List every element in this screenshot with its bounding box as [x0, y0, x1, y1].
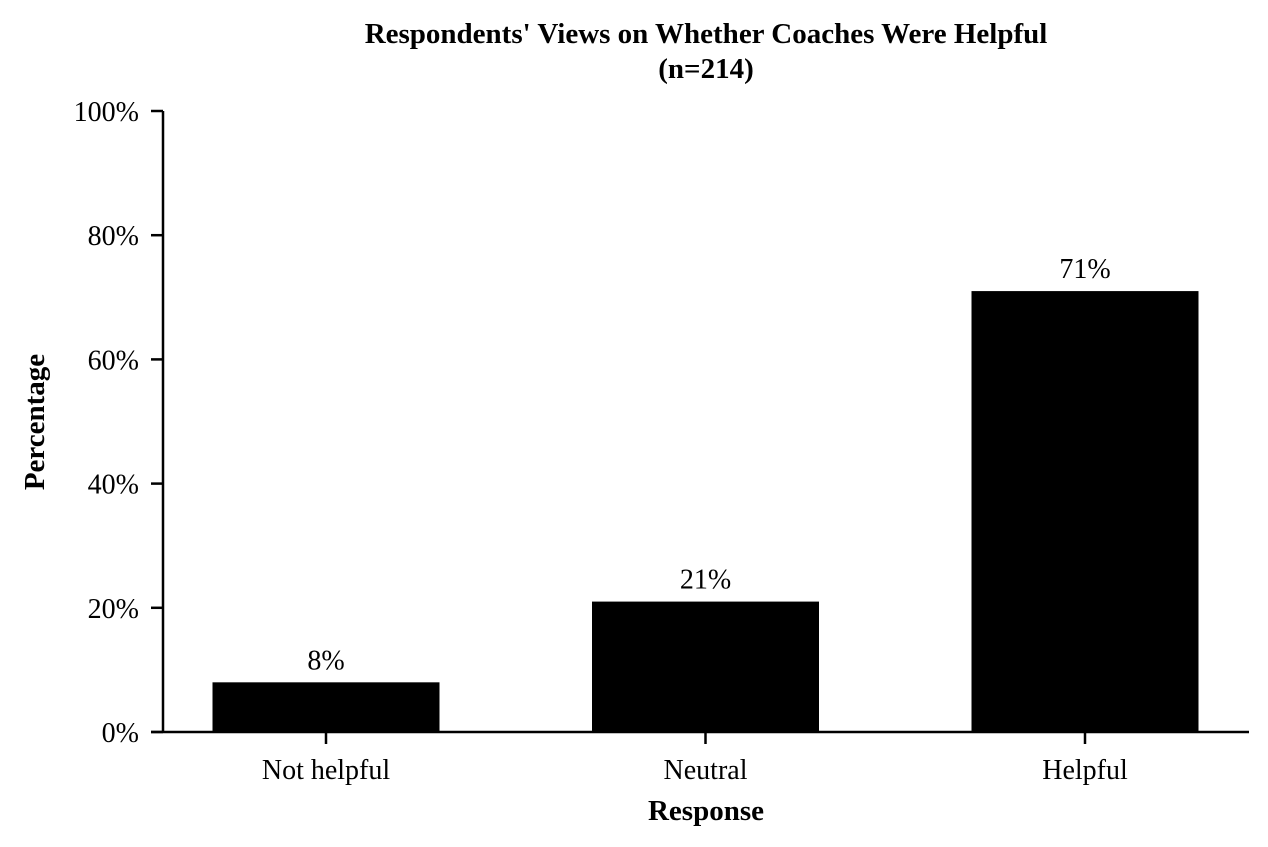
plot-area: 0% 20% 40% 60% 80% 100% 8% Not helpful 21% Neutra… — [74, 97, 1199, 786]
bar — [971, 291, 1199, 732]
x-axis-label: Response — [648, 795, 764, 827]
chart-subtitle: (n=214) — [658, 53, 753, 85]
y-tick-label: 40% — [88, 470, 139, 501]
bar — [592, 601, 819, 732]
y-tick-label: 60% — [88, 345, 139, 376]
x-tick-label: Neutral — [664, 755, 748, 786]
x-tick-label: Not helpful — [262, 755, 391, 786]
y-tick-label: 20% — [88, 594, 139, 625]
y-tick-label: 80% — [88, 221, 139, 252]
chart-title: Respondents' Views on Whether Coaches We… — [365, 18, 1048, 50]
bar-data-label: 71% — [1059, 254, 1110, 285]
bar-data-label: 21% — [680, 565, 731, 596]
bar-data-label: 8% — [307, 645, 344, 676]
x-tick-label: Helpful — [1042, 755, 1128, 786]
y-axis-label: Percentage — [19, 354, 51, 490]
bar — [212, 682, 440, 732]
y-tick-label: 0% — [102, 718, 139, 749]
y-tick-label: 100% — [74, 97, 139, 128]
